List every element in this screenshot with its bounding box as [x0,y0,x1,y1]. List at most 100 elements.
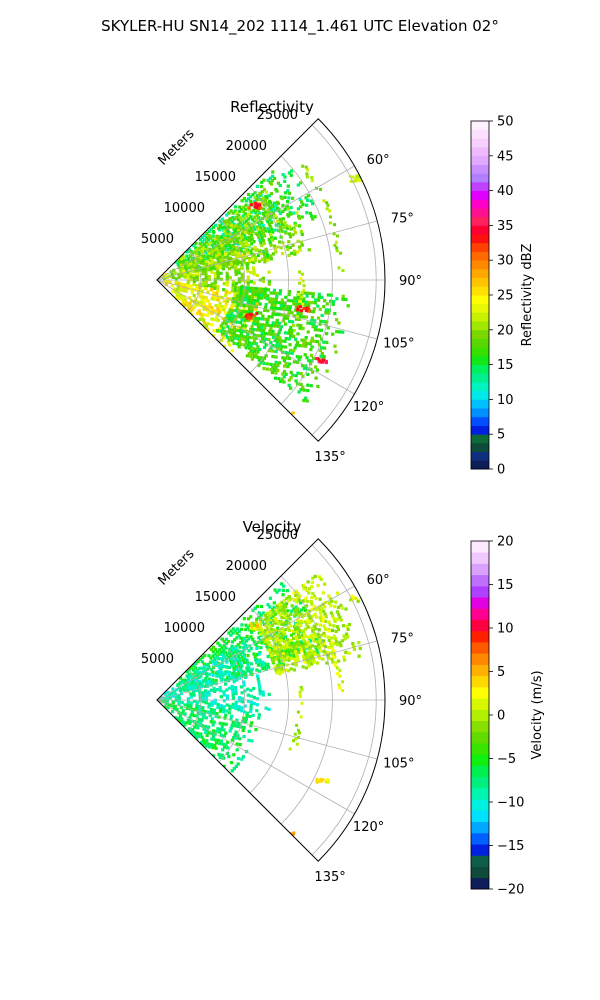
reflectivity-gate [341,294,345,298]
reflectivity-gate [194,288,198,292]
reflectivity-gate [274,360,278,364]
reflectivity-gate [240,236,244,240]
velocity-gate [254,642,258,647]
reflectivity-gate [260,228,264,232]
reflectivity-gate [221,321,225,325]
velocity-gate [229,653,233,658]
reflectivity-gate [258,230,262,234]
reflectivity-gate [253,319,257,323]
reflectivity-gate [234,269,238,274]
reflectivity-gate [288,343,292,347]
velocity-gate [199,675,203,679]
reflectivity-feature-cluster [299,305,303,309]
velocity-gate [178,719,182,723]
velocity-gate [219,678,223,682]
reflectivity-gate [310,316,314,320]
reflectivity-gate [278,240,282,244]
reflectivity-gate [237,340,242,344]
reflectivity-gate [255,184,259,188]
reflectivity-gate [234,250,238,254]
reflectivity-gate [283,313,287,317]
reflectivity-gate [204,260,208,264]
velocity-gate [257,683,261,687]
velocity-gate [232,753,236,757]
reflectivity-gate [209,257,213,261]
reflectivity-gate [229,330,233,335]
reflectivity-gate [249,349,253,353]
velocity-gate [222,756,226,760]
reflectivity-gate [168,280,172,284]
reflectivity-gate [271,204,275,208]
reflectivity-gate [230,220,235,224]
velocity-gate [224,637,229,641]
reflectivity-gate [253,195,257,200]
reflectivity-gate [281,356,285,360]
velocity-gate [282,614,286,618]
velocity-gate [217,752,221,756]
velocity-gate [247,666,251,670]
velocity-gate [186,683,190,688]
velocity-gate [264,667,268,671]
reflectivity-gate [199,256,203,260]
velocity-gate [278,602,282,606]
reflectivity-gate [269,182,273,186]
reflectivity-gate [265,250,269,254]
velocity-gate [195,700,199,704]
velocity-gate [286,609,290,613]
reflectivity-gate [185,254,189,258]
velocity-gate [204,724,208,729]
reflectivity-gate [307,359,311,363]
reflectivity-gate [183,275,187,279]
velocity-gate [247,637,251,641]
velocity-gate [276,626,280,630]
reflectivity-gate [266,294,270,298]
reflectivity-gate [206,290,210,294]
velocity-gate [190,710,194,714]
reflectivity-gate [249,234,253,238]
reflectivity-gate [250,237,254,241]
reflectivity-gate [250,325,254,329]
reflectivity-gate [279,246,283,250]
velocity-gate [205,739,209,743]
reflectivity-feature-cluster [304,309,308,312]
velocity-gate [238,645,242,649]
velocity-gate [285,612,289,616]
reflectivity-gate [256,228,261,232]
velocity-gate [256,663,261,667]
velocity-gate [260,664,264,668]
velocity-gate [195,703,199,707]
reflectivity-gate [259,251,263,255]
reflectivity-colorbar-band [471,216,489,226]
velocity-gate [318,616,322,620]
velocity-gate [227,647,231,651]
velocity-azimuth-gridline [156,640,378,701]
reflectivity-colorbar-band [471,399,489,409]
reflectivity-gate [254,255,258,260]
velocity-gate [257,716,261,720]
reflectivity-gate [289,376,293,380]
velocity-feature-arc [296,710,300,714]
reflectivity-gate [203,249,207,253]
velocity-gate [240,650,244,654]
reflectivity-gate [260,257,264,261]
velocity-gate [272,652,276,656]
velocity-gate [240,757,244,761]
velocity-gate [273,647,277,651]
velocity-gate [218,643,222,647]
reflectivity-gate [295,211,299,215]
reflectivity-gate [225,299,229,304]
reflectivity-gate [243,326,247,330]
velocity-gate [173,704,177,708]
velocity-gate [319,577,323,581]
reflectivity-gate [195,285,199,289]
velocity-gate [296,633,301,637]
reflectivity-gate [285,226,289,230]
velocity-gate [198,690,202,694]
reflectivity-gate [236,262,240,266]
velocity-gate [232,655,236,659]
reflectivity-gate [314,325,318,329]
reflectivity-gate [283,207,287,211]
velocity-gate [204,716,208,720]
velocity-gate [195,731,199,735]
reflectivity-gate [254,294,258,298]
